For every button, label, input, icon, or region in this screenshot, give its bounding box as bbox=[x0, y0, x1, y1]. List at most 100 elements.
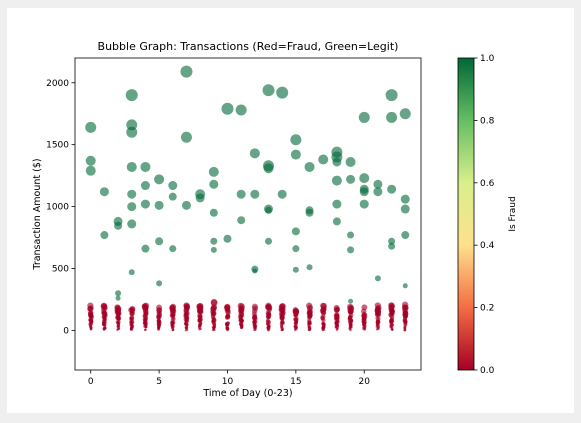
fraud-bubble bbox=[294, 328, 297, 332]
legit-bubble bbox=[128, 269, 135, 276]
legit-bubble bbox=[127, 189, 137, 199]
fraud-bubble bbox=[376, 322, 380, 326]
fraud-bubble bbox=[103, 323, 107, 328]
legit-bubble bbox=[292, 245, 300, 253]
fraud-bubble bbox=[143, 321, 147, 325]
legit-bubble bbox=[400, 204, 410, 214]
legit-bubble bbox=[169, 245, 177, 253]
fraud-bubble bbox=[254, 328, 257, 331]
fraud-bubble bbox=[142, 305, 149, 312]
fraud-bubble bbox=[349, 318, 354, 323]
x-tick-label: 15 bbox=[290, 377, 301, 387]
fraud-bubble bbox=[156, 322, 161, 326]
fraud-bubble bbox=[266, 313, 271, 319]
fraud-bubble bbox=[171, 328, 175, 332]
legit-bubble bbox=[235, 104, 247, 116]
fraud-bubble bbox=[210, 299, 218, 307]
x-tick-label: 5 bbox=[156, 377, 162, 387]
fraud-bubble bbox=[321, 324, 325, 328]
fraud-bubble bbox=[143, 328, 147, 332]
legit-bubble bbox=[388, 242, 396, 250]
fraud-bubble bbox=[157, 312, 163, 318]
fraud-bubble bbox=[279, 303, 286, 310]
legit-bubble bbox=[388, 237, 396, 245]
legit-bubble bbox=[345, 157, 356, 167]
fraud-bubble bbox=[224, 304, 231, 311]
legit-bubble bbox=[154, 200, 164, 210]
legit-bubble bbox=[236, 189, 246, 199]
fraud-bubble bbox=[212, 318, 216, 323]
x-axis-label: Time of Day (0-23) bbox=[202, 388, 292, 399]
legit-bubble bbox=[306, 264, 313, 271]
fraud-bubble bbox=[171, 316, 176, 322]
y-tick-label: 0 bbox=[63, 326, 69, 336]
legit-bubble bbox=[305, 208, 314, 217]
fraud-bubble bbox=[361, 304, 368, 311]
legit-bubble bbox=[318, 154, 329, 165]
fraud-bubble bbox=[211, 325, 215, 329]
legit-bubble bbox=[237, 216, 246, 225]
fraud-bubble bbox=[280, 320, 285, 324]
legit-bubble bbox=[208, 166, 219, 177]
legit-bubble bbox=[195, 193, 205, 203]
legit-bubble bbox=[249, 148, 260, 159]
x-tick-label: 20 bbox=[359, 377, 371, 387]
legit-bubble bbox=[358, 111, 370, 123]
fraud-bubble bbox=[375, 309, 381, 315]
legit-bubble bbox=[276, 86, 289, 99]
fraud-bubble bbox=[240, 323, 244, 327]
legit-bubble bbox=[154, 174, 165, 185]
legit-bubble bbox=[125, 89, 138, 102]
fraud-bubble bbox=[251, 303, 258, 310]
legit-bubble bbox=[292, 266, 299, 273]
plot-border bbox=[74, 57, 422, 371]
legit-bubble bbox=[127, 202, 137, 212]
fraud-bubble bbox=[129, 326, 133, 330]
fraud-bubble bbox=[320, 310, 326, 316]
fraud-bubble bbox=[348, 325, 352, 329]
legit-bubble bbox=[359, 199, 369, 209]
fraud-bubble bbox=[89, 326, 93, 330]
legit-bubble bbox=[115, 290, 122, 297]
fraud-bubble bbox=[198, 324, 202, 328]
legit-bubble bbox=[140, 181, 150, 191]
fraud-bubble bbox=[88, 313, 94, 319]
fraud-bubble bbox=[171, 322, 175, 326]
legit-bubble bbox=[127, 219, 137, 229]
fraud-bubble bbox=[347, 308, 353, 314]
fraud-bubble bbox=[403, 322, 407, 326]
fraud-bubble bbox=[253, 316, 258, 321]
fraud-bubble bbox=[116, 323, 121, 327]
legit-bubble bbox=[399, 108, 411, 120]
colorbar-ticks: 0.0 0.2 0.4 0.6 0.8 1.0 bbox=[474, 54, 495, 376]
colorbar bbox=[457, 57, 475, 371]
legit-bubble bbox=[331, 175, 342, 186]
legit-bubble bbox=[332, 217, 341, 226]
fraud-bubble bbox=[363, 328, 367, 331]
legit-bubble bbox=[401, 231, 410, 240]
fraud-bubble bbox=[307, 309, 313, 315]
legit-bubble bbox=[155, 237, 164, 246]
legit-bubble bbox=[180, 65, 193, 78]
fraud-bubble bbox=[320, 302, 327, 309]
legit-bubble bbox=[99, 187, 109, 197]
legit-bubble bbox=[400, 194, 410, 204]
fraud-bubble bbox=[116, 313, 121, 319]
colorbar-tick-label: 0.6 bbox=[480, 179, 495, 189]
fraud-bubble bbox=[102, 328, 106, 331]
legit-bubble bbox=[291, 227, 300, 236]
fraud-bubble bbox=[129, 323, 133, 327]
fraud-bubble bbox=[101, 309, 107, 316]
fraud-bubble bbox=[347, 303, 354, 310]
legit-bubble bbox=[100, 231, 109, 240]
fraud-bubble bbox=[156, 318, 161, 323]
legit-bubble bbox=[348, 298, 354, 304]
fraud-bubble bbox=[293, 308, 300, 314]
fraud-bubble bbox=[388, 307, 395, 313]
fraud-bubble bbox=[363, 324, 367, 328]
legit-bubble bbox=[387, 184, 397, 194]
legit-bubble bbox=[277, 189, 287, 199]
fraud-bubble bbox=[114, 309, 120, 315]
legit-bubble bbox=[114, 221, 123, 230]
fraud-bubble bbox=[183, 303, 190, 310]
